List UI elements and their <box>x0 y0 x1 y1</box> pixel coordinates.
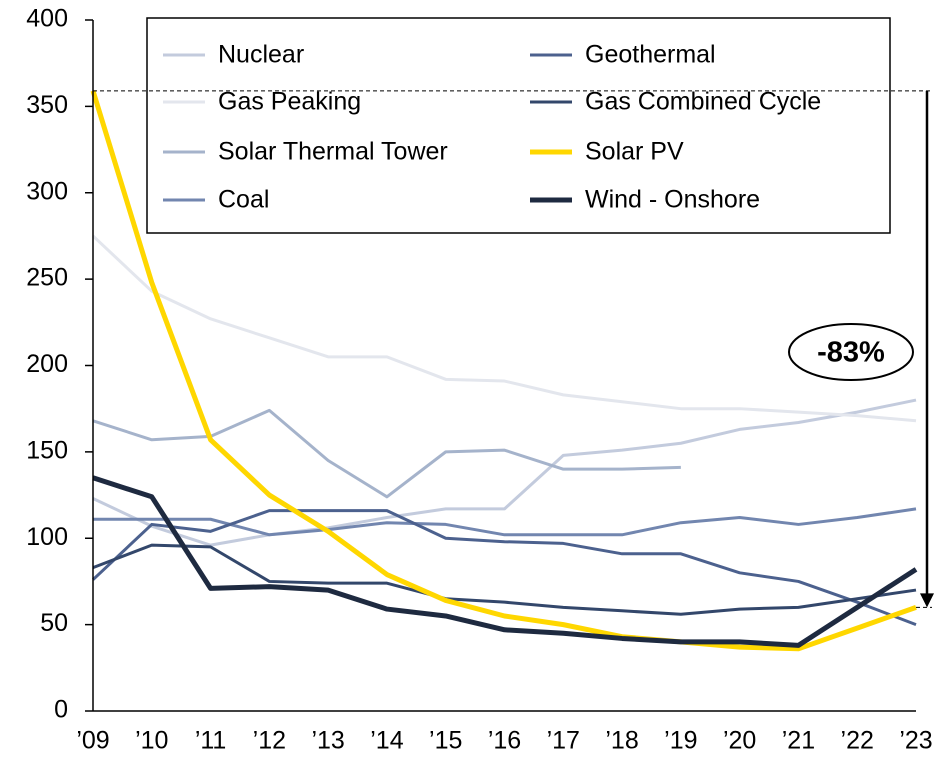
annotation-ellipse <box>788 323 914 381</box>
x-tick-label: ’20 <box>723 727 756 755</box>
legend-label: Gas Peaking <box>218 88 361 116</box>
x-tick-label: ’10 <box>135 727 168 755</box>
x-tick-label: ’13 <box>311 727 344 755</box>
legend-label: Nuclear <box>218 41 304 69</box>
y-tick-label: 100 <box>26 523 68 551</box>
legend-label: Gas Combined Cycle <box>585 88 821 116</box>
series-line <box>92 398 917 547</box>
y-tick-label: 350 <box>26 91 68 119</box>
x-tick-label: ’11 <box>195 727 227 755</box>
series-line <box>91 509 917 627</box>
legend-box <box>146 17 891 234</box>
series-line <box>92 543 917 616</box>
series-line <box>93 507 917 537</box>
arrow-head <box>920 593 934 608</box>
x-tick-label: ’19 <box>664 727 697 755</box>
y-tick-label: 300 <box>26 177 68 205</box>
series-line <box>90 90 917 652</box>
annotation: -83% <box>93 90 934 608</box>
series-line <box>92 475 918 648</box>
x-tick-label: ’22 <box>841 727 874 755</box>
x-tick-label: ’12 <box>253 727 286 755</box>
annotation-text: -83% <box>817 337 885 369</box>
x-tick-label: ’14 <box>370 727 403 755</box>
x-tick-label: ’23 <box>899 727 932 755</box>
legend-label: Solar Thermal Tower <box>218 138 448 166</box>
series-line <box>92 408 681 499</box>
x-tick-label: ’09 <box>76 727 109 755</box>
plot-lines <box>90 90 918 652</box>
x-tick-label: ’15 <box>429 727 462 755</box>
legend-label: Geothermal <box>585 41 716 69</box>
series-line <box>91 234 917 423</box>
y-tick-label: 400 <box>26 5 68 33</box>
x-tick-label: ’16 <box>488 727 521 755</box>
legend-label: Solar PV <box>585 138 684 166</box>
x-tick-label: ’17 <box>547 727 580 755</box>
legend-label: Wind - Onshore <box>585 186 760 214</box>
legend-label: Coal <box>218 186 269 214</box>
legend: Nuclear Gas Peaking Solar Thermal Tower Coa… <box>146 17 891 234</box>
y-tick-label: 0 <box>54 696 68 724</box>
y-tick-label: 200 <box>26 350 68 378</box>
x-tick-label: ’18 <box>605 727 638 755</box>
y-tick-label: 150 <box>26 436 68 464</box>
x-tick-label: ’21 <box>782 727 815 755</box>
y-tick-label: 250 <box>26 264 68 292</box>
y-tick-label: 50 <box>40 609 68 637</box>
